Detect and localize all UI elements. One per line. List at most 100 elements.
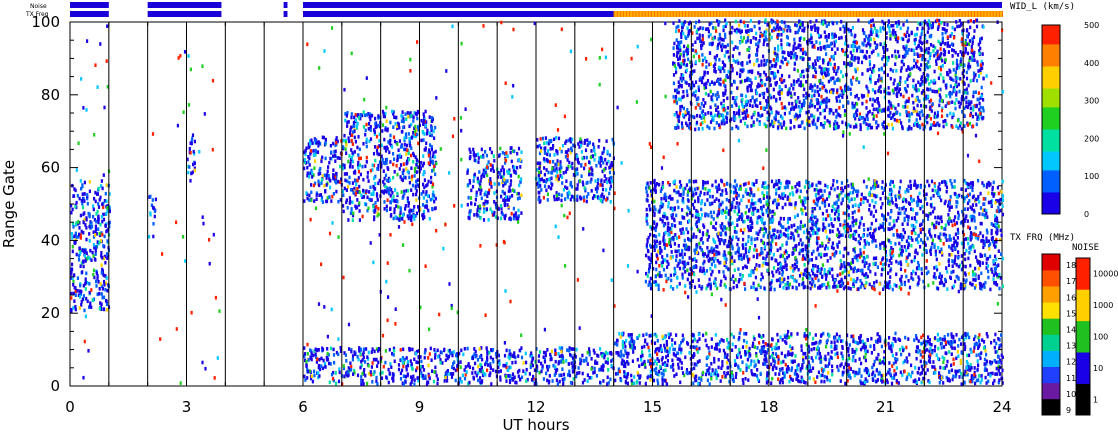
data-cell [905,19,909,23]
data-cell [764,33,767,37]
data-cell [389,133,392,138]
data-cell [819,195,822,199]
data-cell [959,286,963,291]
data-cell [552,159,555,164]
data-cell [880,205,883,210]
data-cell [720,37,723,42]
data-cell [734,278,737,282]
data-cell [770,245,773,249]
data-cell [969,263,972,268]
data-cell [735,191,738,196]
data-cell [367,179,370,183]
data-cell [976,259,979,263]
data-cell [478,187,481,192]
data-cell [789,126,792,131]
data-cell [898,207,901,211]
txfreq-stripe [902,11,904,17]
data-cell [762,234,765,238]
data-cell [344,118,347,123]
data-cell [871,199,874,203]
data-cell [410,122,413,127]
data-cell [752,270,755,275]
data-cell [351,142,354,146]
data-cell [375,134,379,139]
data-cell [106,204,109,208]
data-cell [893,283,896,287]
data-cell [777,198,780,202]
data-cell [94,190,97,195]
data-cell [783,232,786,237]
data-cell [727,69,730,74]
data-cell [905,34,908,38]
data-cell [758,39,761,43]
data-cell [761,220,764,225]
data-cell [368,190,371,194]
data-cell [540,177,544,181]
data-cell [823,271,826,276]
data-cell [389,200,392,205]
data-cell [991,270,994,274]
data-cell [825,285,828,290]
txfreq-stripe [744,11,746,17]
data-cell [491,210,494,214]
data-cell [996,231,999,236]
data-cell [809,280,812,285]
data-cell [787,275,790,280]
data-cell [705,81,708,86]
data-cell [978,107,981,112]
data-cell [309,152,312,156]
txfreq-stripe [722,11,724,17]
data-cell [488,178,491,183]
data-cell [351,200,354,205]
data-cell [703,86,706,90]
data-cell [962,245,965,249]
data-cell [344,138,348,143]
data-cell [966,201,970,206]
data-cell [547,141,550,146]
data-cell [803,256,806,260]
data-cell [881,262,885,267]
data-cell [152,222,155,226]
data-cell [517,158,520,162]
data-cell [998,272,1001,277]
data-cell [688,117,691,122]
data-cell [836,284,839,289]
data-cell [808,57,811,61]
data-cell [738,201,741,206]
data-cell [656,249,660,254]
data-cell [560,175,564,179]
txfreq-stripe [616,11,618,17]
data-cell [98,231,101,236]
data-cell [863,245,866,249]
data-cell [936,51,939,55]
data-cell [830,186,833,191]
data-cell [895,203,898,208]
data-cell [887,271,890,275]
data-cell [190,139,193,144]
data-cell [873,228,876,233]
data-cell [983,202,986,206]
data-cell [405,152,408,156]
data-cell [824,226,827,230]
data-cell [980,287,983,291]
data-cell [997,209,1000,214]
data-cell [902,228,905,232]
data-cell [887,263,890,268]
data-cell [985,208,988,213]
data-cell [912,198,915,202]
data-cell [747,69,750,74]
data-cell [389,139,392,143]
txfreq-stripe [796,11,798,17]
data-cell [357,160,360,165]
data-cell [342,204,345,208]
data-cell [605,188,608,192]
data-cell [1001,284,1004,289]
data-cell [557,177,560,181]
data-cell [863,228,866,232]
data-cell [648,267,651,272]
data-cell [888,192,891,197]
data-cell [857,268,860,272]
data-cell [919,245,922,249]
data-cell [881,57,884,61]
data-cell [566,150,569,154]
